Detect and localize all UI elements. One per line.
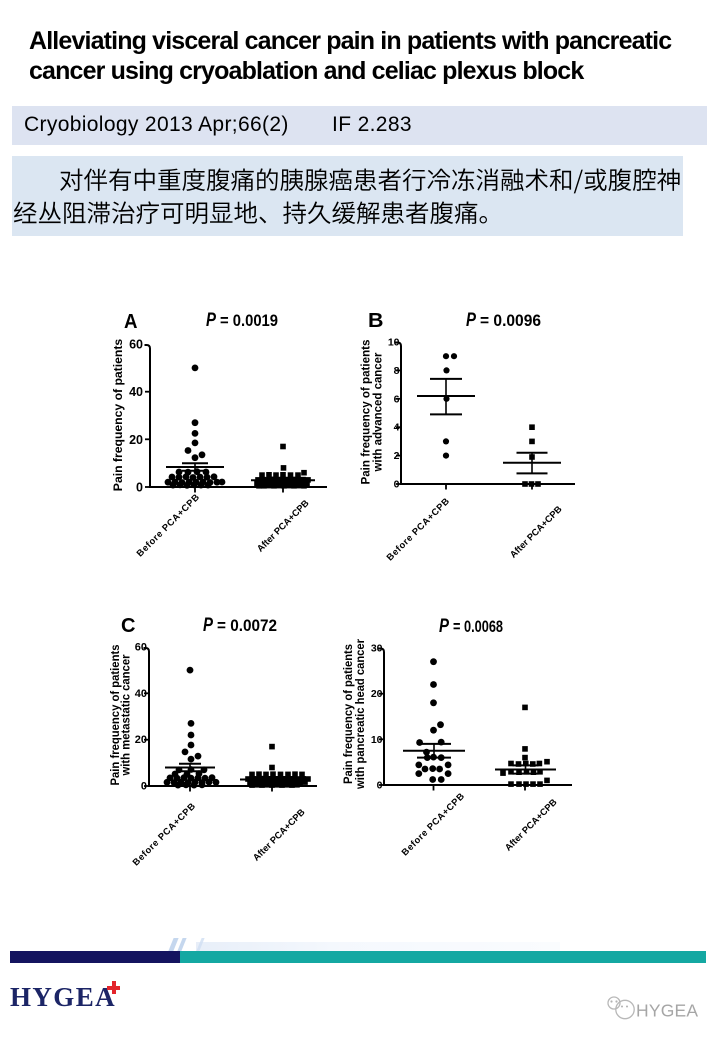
svg-text:P: P <box>466 310 476 331</box>
svg-text:Pain frequency of patients: Pain frequency of patients <box>341 644 355 784</box>
svg-text:Before PCA+CPB: Before PCA+CPB <box>400 791 467 858</box>
svg-text:Pain frequency of patients: Pain frequency of patients <box>110 645 122 786</box>
svg-text:8: 8 <box>394 365 400 377</box>
svg-text:with pancreatic head cancer: with pancreatic head cancer <box>353 639 367 790</box>
svg-text:0: 0 <box>377 780 383 792</box>
svg-text:= 0.0072: = 0.0072 <box>217 617 277 635</box>
svg-text:HYGEA: HYGEA <box>636 1001 698 1021</box>
svg-text:10: 10 <box>388 337 400 349</box>
svg-text:= 0.0068: = 0.0068 <box>453 618 503 636</box>
svg-text:20: 20 <box>371 688 383 700</box>
svg-text:0: 0 <box>394 479 400 491</box>
svg-text:40: 40 <box>129 385 143 399</box>
svg-text:Before PCA+CPB: Before PCA+CPB <box>131 801 198 868</box>
svg-text:2: 2 <box>394 450 400 462</box>
svg-text:10: 10 <box>371 734 383 746</box>
svg-text:After PCA+CPB: After PCA+CPB <box>255 498 311 554</box>
svg-text:20: 20 <box>135 734 147 746</box>
svg-text:with metastatic cancer: with metastatic cancer <box>121 654 133 776</box>
svg-text:60: 60 <box>129 338 143 352</box>
svg-text:60: 60 <box>135 642 147 654</box>
svg-text:P: P <box>439 616 449 637</box>
svg-text:Pain frequency of patients: Pain frequency of patients <box>359 339 373 484</box>
svg-text:6: 6 <box>394 393 400 405</box>
svg-text:After PCA+CPB: After PCA+CPB <box>503 797 559 853</box>
svg-text:0: 0 <box>141 781 147 793</box>
svg-text:30: 30 <box>371 643 383 655</box>
svg-text:After PCA+CPB: After PCA+CPB <box>251 807 307 863</box>
svg-text:with advanced cancer: with advanced cancer <box>371 352 385 472</box>
svg-text:4: 4 <box>394 422 400 434</box>
svg-text:Pain frequency of patients: Pain frequency of patients <box>111 339 125 492</box>
svg-text:B: B <box>368 310 384 332</box>
svg-text:C: C <box>121 615 136 637</box>
svg-text:P: P <box>206 310 216 331</box>
svg-text:= 0.0019: = 0.0019 <box>220 312 278 330</box>
svg-text:After PCA+CPB: After PCA+CPB <box>508 504 564 560</box>
svg-text:= 0.0096: = 0.0096 <box>480 312 541 330</box>
svg-text:Before PCA+CPB: Before PCA+CPB <box>135 492 202 559</box>
svg-text:0: 0 <box>136 481 143 495</box>
svg-text:20: 20 <box>129 433 143 447</box>
svg-text:P: P <box>203 615 213 636</box>
svg-text:40: 40 <box>135 688 147 700</box>
svg-text:A: A <box>124 311 138 333</box>
svg-text:Before PCA+CPB: Before PCA+CPB <box>385 496 452 563</box>
